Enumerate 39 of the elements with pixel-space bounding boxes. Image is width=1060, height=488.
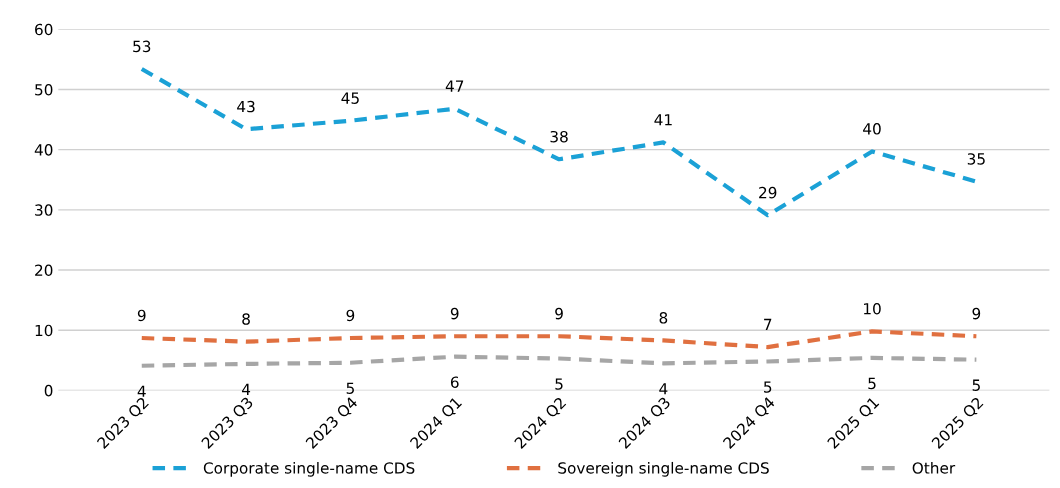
data-label: 47	[445, 80, 464, 92]
data-label: 43	[237, 100, 255, 113]
y-tick-label: 50	[35, 83, 53, 96]
y-tick-label: 10	[35, 324, 53, 337]
data-label: 6	[450, 376, 459, 388]
legend-label: Corporate single-name CDS	[203, 461, 415, 477]
data-label: 45	[341, 92, 359, 104]
data-label: 4	[659, 383, 668, 395]
data-label: 5	[868, 377, 876, 390]
line-series	[139, 329, 979, 350]
data-label: 5	[972, 379, 980, 391]
data-label: 5	[764, 381, 772, 393]
data-label: 38	[550, 130, 568, 143]
data-label: 41	[654, 114, 672, 126]
y-tick-label: 20	[35, 264, 53, 277]
y-tick-label: 30	[35, 204, 53, 216]
line-series	[139, 354, 979, 368]
legend-label: Other	[912, 461, 956, 474]
y-tick-label: 60	[35, 23, 53, 36]
data-label: 29	[759, 186, 777, 199]
data-label: 5	[555, 378, 563, 390]
data-label: 8	[659, 312, 668, 324]
data-label: 9	[137, 309, 146, 322]
data-label: 9	[450, 307, 459, 320]
data-label: 10	[864, 303, 881, 315]
data-label: 4	[137, 385, 146, 397]
data-label: 4	[241, 383, 251, 395]
data-label: 9	[972, 307, 981, 320]
y-tick-label: 0	[44, 384, 53, 397]
data-label: 9	[346, 309, 355, 322]
data-label: 9	[555, 307, 563, 320]
data-label: 53	[133, 40, 151, 53]
data-label: 8	[242, 313, 250, 325]
legend-label: Sovereign single-name CDS	[558, 461, 769, 477]
data-label: 7	[764, 318, 772, 330]
data-label: 40	[863, 123, 881, 135]
data-label: 35	[967, 153, 985, 165]
y-tick-label: 40	[34, 144, 53, 156]
data-label: 5	[346, 382, 354, 394]
